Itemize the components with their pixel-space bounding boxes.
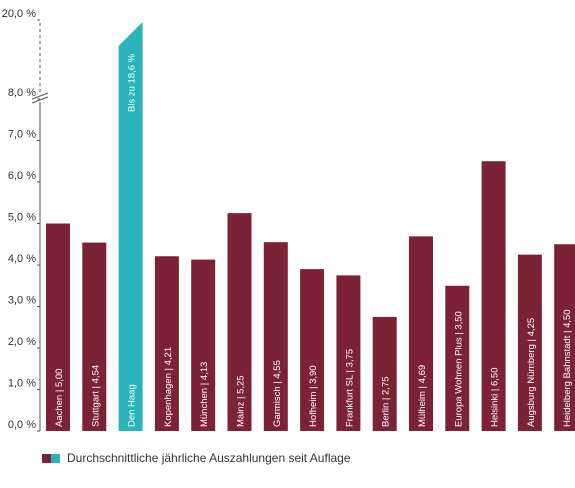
bar <box>300 269 325 431</box>
bar <box>82 242 107 431</box>
y-tick-label: 3,0 % <box>8 295 36 307</box>
bar-label: Frankfurt SL | 3,75 <box>344 349 355 427</box>
bar-label: Stuttgart | 4,54 <box>90 365 101 427</box>
bar <box>445 285 470 431</box>
bar-labels: Aachen | 5,00 Stuttgart | 4,54 Bis zu 18,6… <box>54 53 573 427</box>
y-tick-label: 6,0 % <box>8 170 36 182</box>
y-axis: 0,0 % 1,0 % 2,0 % 3,0 % 4,0 % 5,0 % 6,0 % 7,0 %… <box>2 8 49 432</box>
legend-label: Durchschnittliche jährliche Auszahlungen… <box>67 451 351 465</box>
bar <box>336 275 361 431</box>
bar <box>191 259 216 431</box>
legend: Durchschnittliche jährliche Auszahlungen… <box>42 451 351 465</box>
axis-break-mark <box>31 92 49 100</box>
y-tick-label: 5,0 % <box>8 212 36 224</box>
bar-label: Mainz | 5,25 <box>236 375 247 427</box>
y-tick-label: 7,0 % <box>8 129 36 141</box>
bar-label: Aachen | 5,00 <box>54 369 65 427</box>
bar <box>481 161 506 431</box>
legend-swatch-bar <box>42 453 51 463</box>
bar <box>409 236 433 431</box>
bar-label: Europa Wohnen Plus | 3,50 <box>453 311 464 427</box>
bar <box>154 256 179 431</box>
bar-label: Kopenhagen | 4,21 <box>163 347 174 427</box>
bar <box>372 316 397 431</box>
bars <box>46 22 575 431</box>
bar <box>554 244 575 431</box>
bar-label: Mülheim | 4,69 <box>417 365 428 427</box>
bar-label: Hofheim | 3,90 <box>308 365 319 427</box>
bar-label: München | 4,13 <box>199 362 210 427</box>
bar-annotation: Bis zu 18,6 % <box>127 53 138 112</box>
y-tick-label: 2,0 % <box>8 336 36 348</box>
legend-swatch-highlight <box>51 453 60 463</box>
bar-label: Den Haag <box>127 384 138 427</box>
bar <box>263 242 288 431</box>
bar-label: Helsinki | 6,50 <box>490 368 501 427</box>
y-tick-label: 4,0 % <box>8 253 36 265</box>
bar <box>227 213 252 431</box>
y-tick-label: 0,0 % <box>8 419 36 431</box>
bar-highlight <box>118 22 143 431</box>
bar-label: Augsburg Nürnberg | 4,25 <box>526 318 537 427</box>
bar-label: Garmisch | 4,55 <box>272 360 283 427</box>
bar-label: Berlin | 2,75 <box>381 376 392 427</box>
y-tick-label: 8,0 % <box>8 87 36 99</box>
y-tick-label: 1,0 % <box>8 378 36 390</box>
bar <box>517 254 542 431</box>
y-tick-label: 20,0 % <box>2 8 36 20</box>
axis-break-mark <box>31 96 49 104</box>
bar-label: Heidelberg Bahnstadt | 4,50 <box>562 309 573 427</box>
bar <box>46 223 70 431</box>
